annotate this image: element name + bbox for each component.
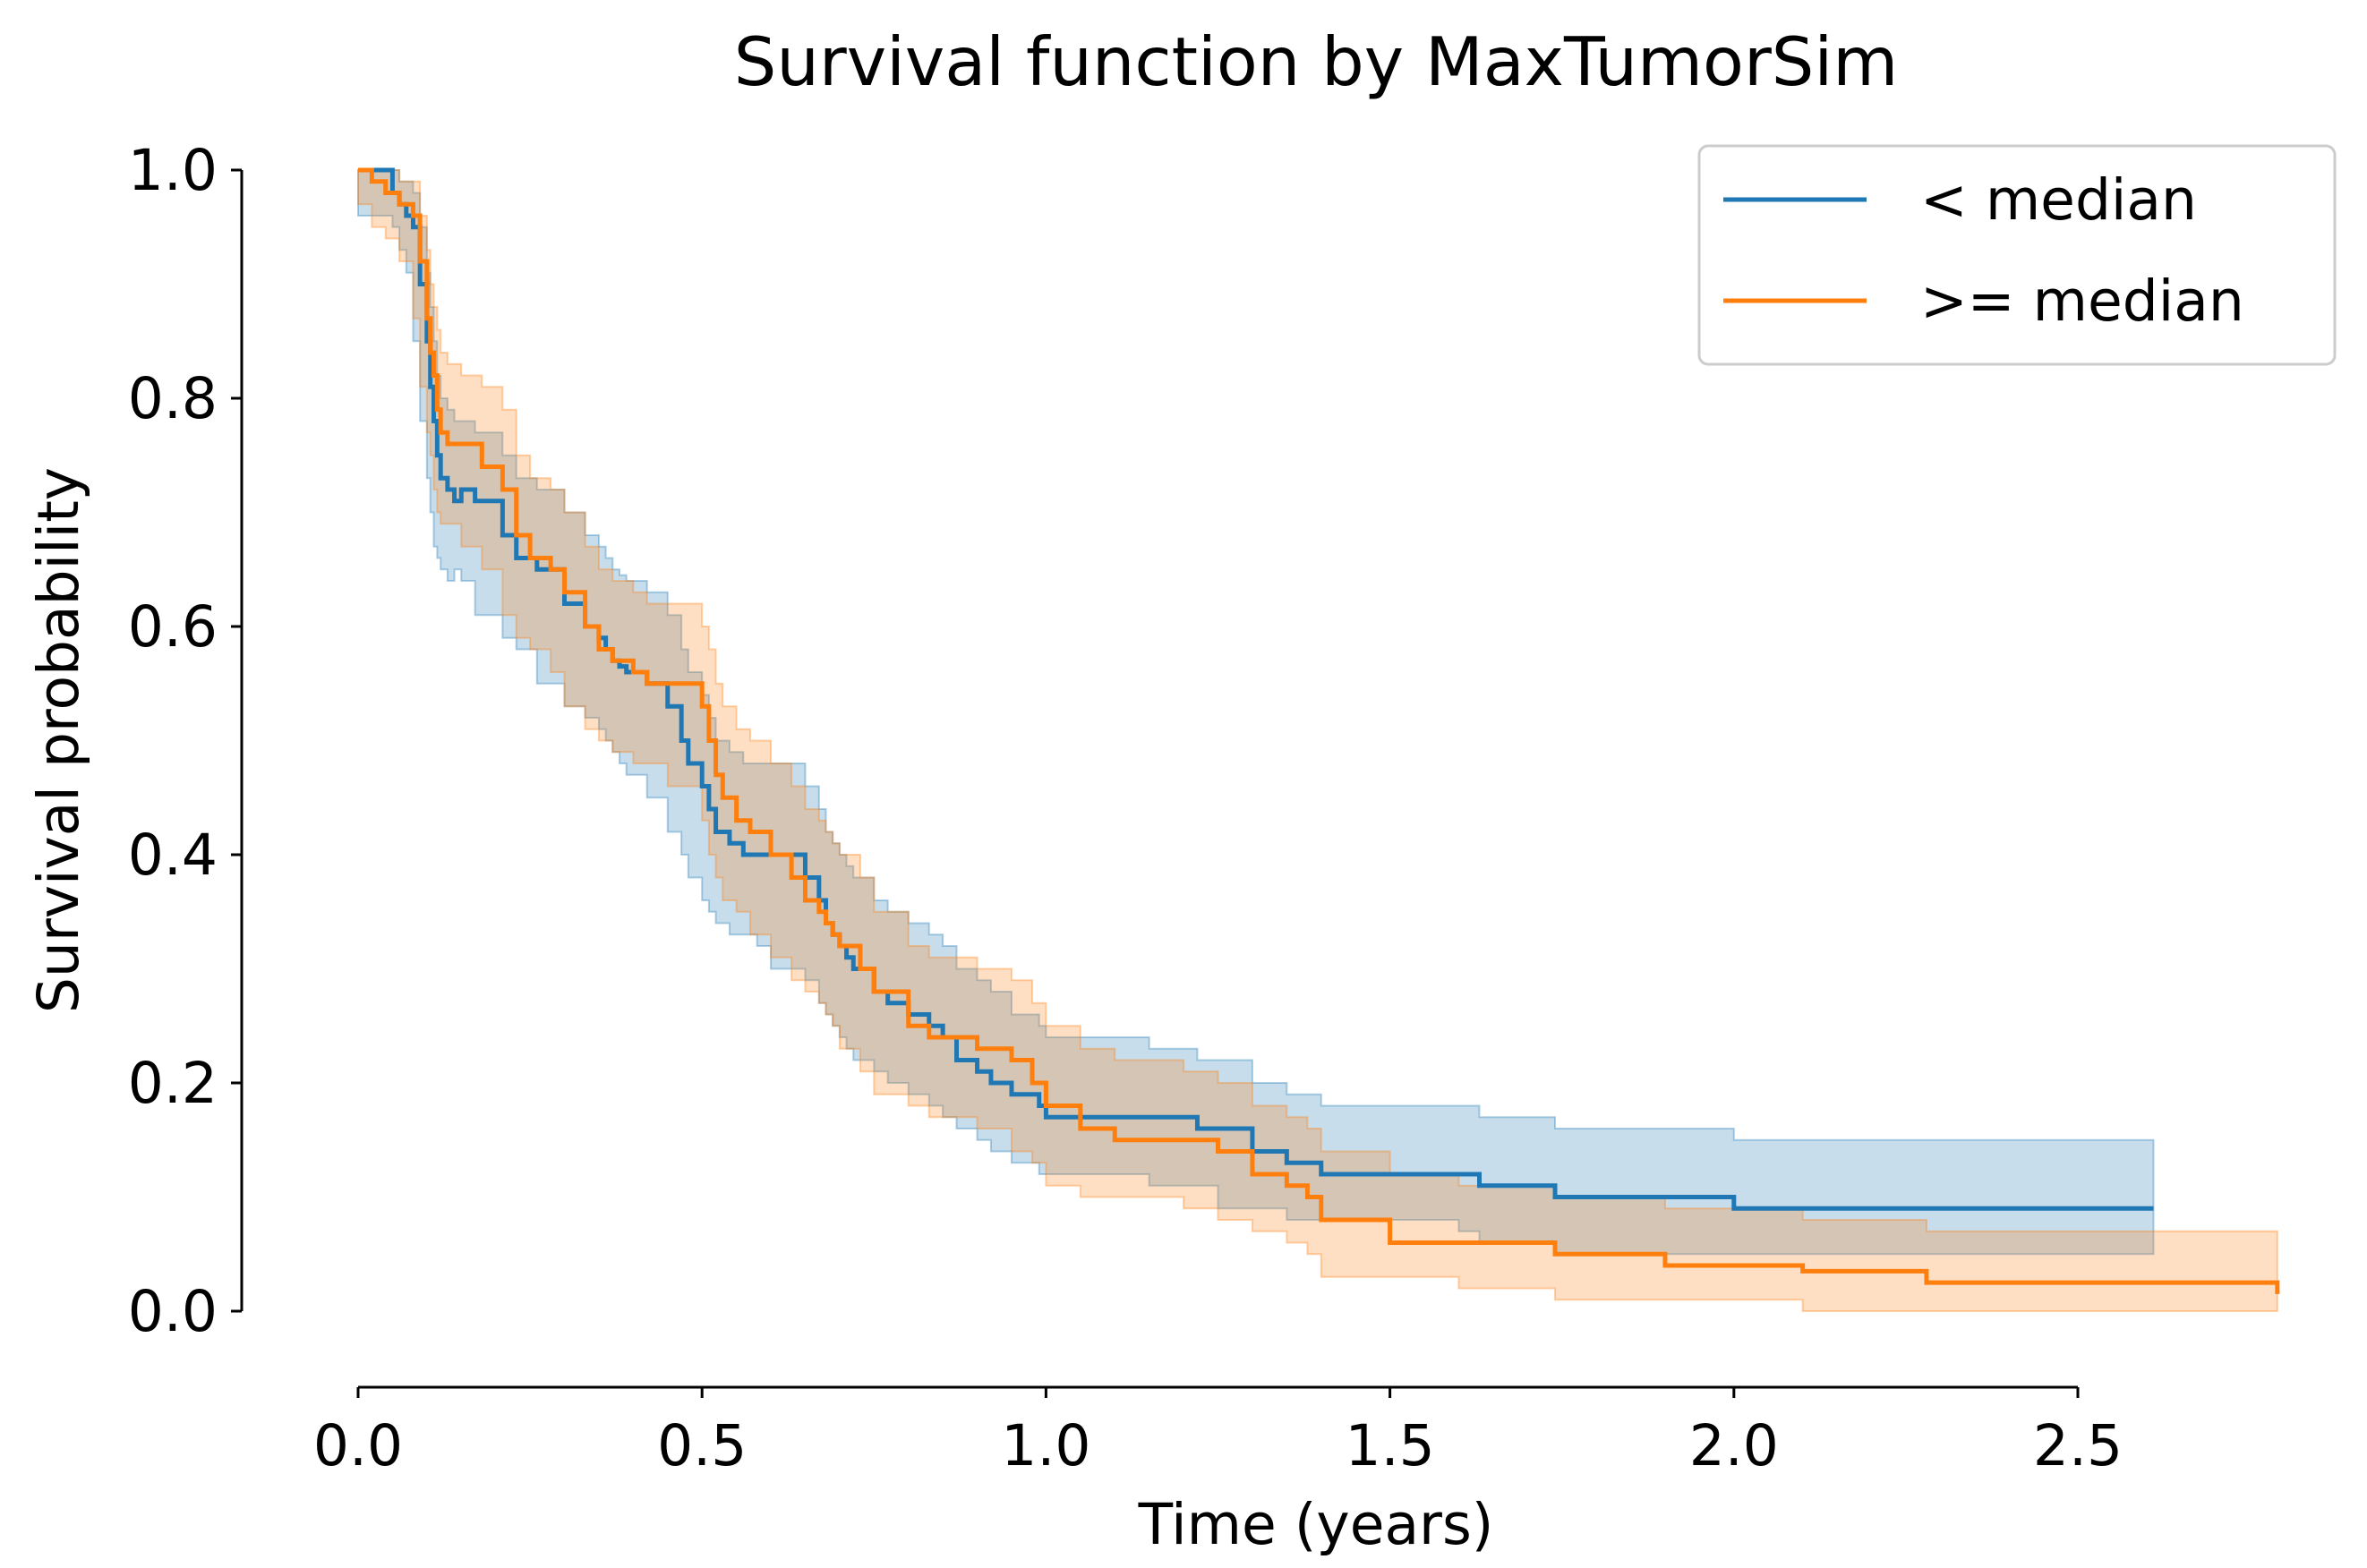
- y-tick-label: 0.4: [128, 822, 218, 888]
- x-tick-label: 0.5: [657, 1413, 747, 1479]
- confidence-bands: [357, 169, 2278, 1312]
- legend-label-at-or-above-median: >= median: [1920, 268, 2244, 334]
- x-tick-label: 1.5: [1345, 1413, 1434, 1479]
- survival-curve-below-median: [358, 167, 2154, 1211]
- y-tick-label: 1.0: [128, 138, 218, 203]
- chart-title: Survival function by MaxTumorSim: [734, 22, 1899, 101]
- y-ticks: 0.0 0.2 0.4 0.6 0.8 1.0: [128, 138, 242, 1344]
- survival-curves: [358, 167, 2280, 1294]
- legend-label-below-median: < median: [1920, 167, 2197, 233]
- x-tick-label: 2.0: [1689, 1413, 1779, 1479]
- survival-curve-at-or-above-median: [358, 167, 2280, 1294]
- y-tick-label: 0.6: [128, 594, 218, 660]
- legend: < median >= median: [1697, 144, 2337, 366]
- x-ticks: 0.0 0.5 1.0 1.5 2.0 2.5: [313, 1387, 2123, 1479]
- y-tick-label: 0.8: [128, 366, 218, 431]
- x-tick-label: 0.0: [313, 1413, 403, 1479]
- x-axis-label: Time (years): [1138, 1492, 1494, 1557]
- y-tick-label: 0.0: [128, 1279, 218, 1344]
- y-tick-label: 0.2: [128, 1051, 218, 1116]
- ci-band-at-or-above-median: [357, 169, 2278, 1312]
- x-tick-label: 1.0: [1001, 1413, 1090, 1479]
- ci-band-below-median: [357, 169, 2155, 1256]
- x-tick-label: 2.5: [2033, 1413, 2123, 1479]
- y-axis-label: Survival probability: [26, 467, 91, 1013]
